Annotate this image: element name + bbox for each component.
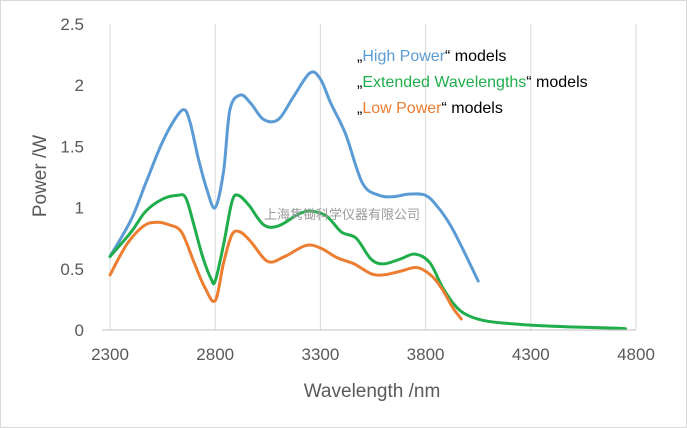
legend-suffix: “ models [441, 100, 502, 117]
legend-entry: „Low Power“ models [357, 100, 503, 117]
x-tick-label: 3800 [407, 345, 445, 364]
series-line-extended-wavelengths [108, 193, 627, 331]
axes: 2300 2800 3300 3800 4300 4800 0 0.5 1 1.5 2 2.5 [60, 15, 655, 364]
x-tick-label: 4300 [512, 345, 550, 364]
y-tick-label: 2.5 [60, 15, 84, 34]
legend-prefix: „ [357, 100, 362, 117]
legend: „High Power“ models„Extended Wavelengths… [357, 48, 588, 117]
legend-series-name: Low Power [362, 100, 442, 117]
x-tick-label: 2800 [196, 345, 234, 364]
legend-prefix: „ [357, 48, 362, 65]
y-tick-label: 1 [75, 199, 84, 218]
x-tick-label: 4800 [617, 345, 655, 364]
series-layer [108, 70, 627, 331]
y-axis-title: Power /W [30, 135, 51, 217]
x-axis-title: Wavelength /nm [304, 381, 441, 402]
legend-entry: „Extended Wavelengths“ models [357, 74, 588, 91]
legend-suffix: “ models [526, 74, 587, 91]
legend-series-name: High Power [362, 48, 445, 65]
watermark-text: 上海隽锄科学仪器有限公司 [264, 207, 420, 223]
legend-series-name: Extended Wavelengths [362, 74, 526, 91]
series-line-low-power [108, 220, 463, 321]
legend-entry: „High Power“ models [357, 48, 506, 65]
x-tick-label: 3300 [301, 345, 339, 364]
y-tick-label: 0 [75, 321, 84, 340]
series-line-high-power [108, 70, 480, 283]
x-tick-label: 2300 [91, 345, 129, 364]
y-tick-label: 0.5 [60, 260, 84, 279]
y-tick-label: 2 [75, 76, 84, 95]
legend-prefix: „ [357, 74, 362, 91]
legend-suffix: “ models [445, 48, 506, 65]
y-tick-label: 1.5 [60, 137, 84, 156]
